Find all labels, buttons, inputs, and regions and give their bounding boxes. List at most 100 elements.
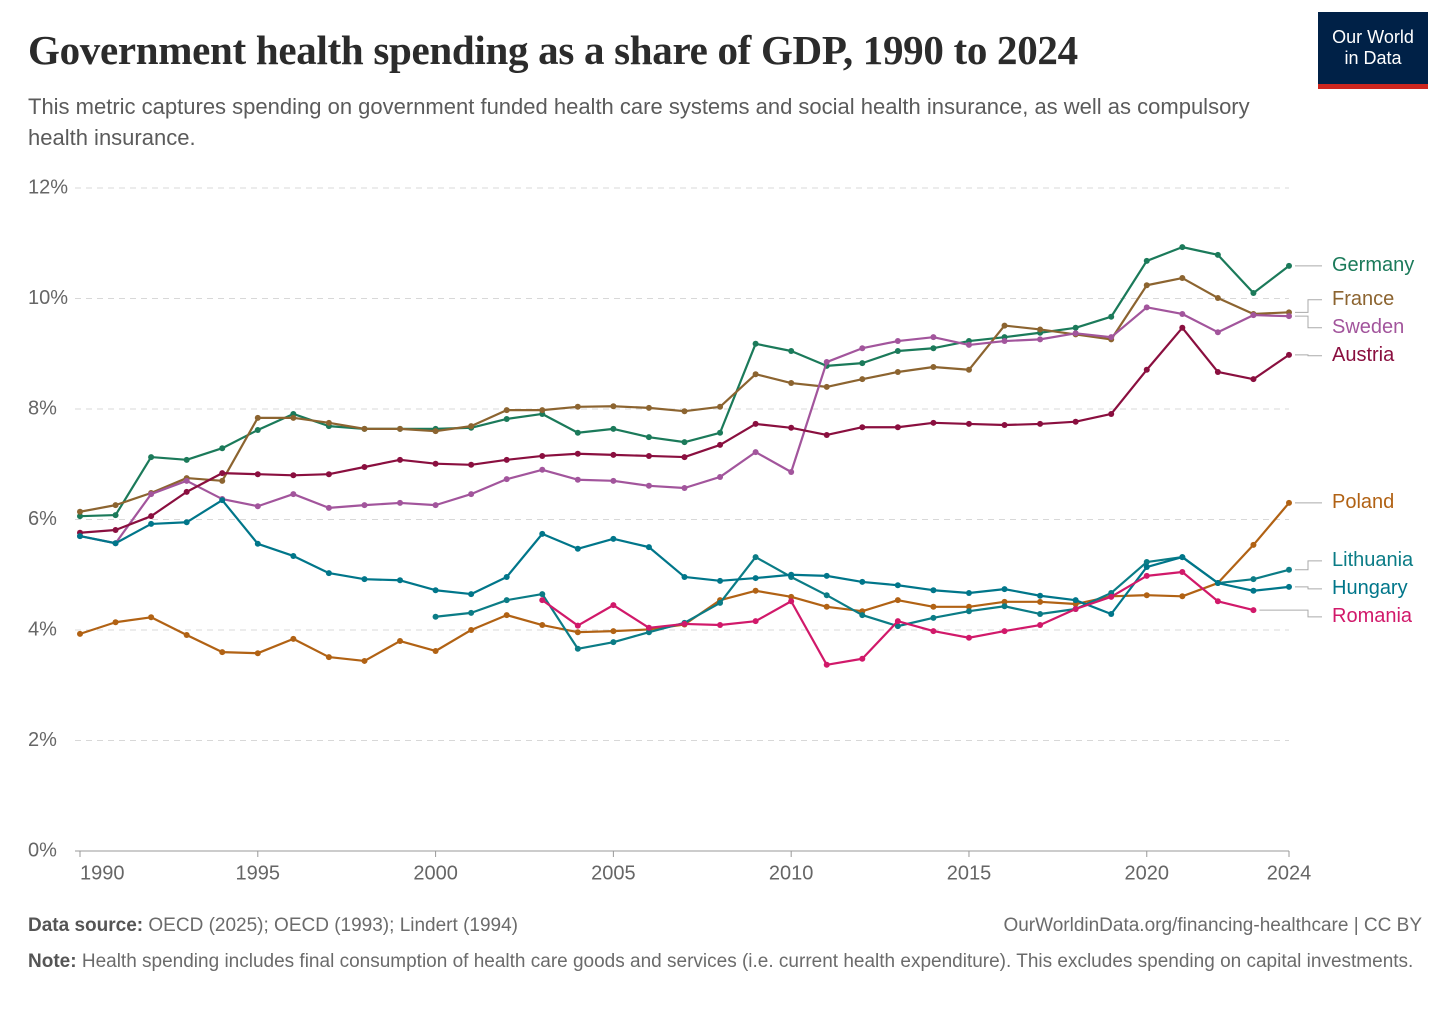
x-tick-label: 1995 — [236, 862, 281, 884]
data-point — [930, 628, 937, 635]
data-point — [823, 572, 830, 579]
label-connector — [1295, 586, 1322, 590]
data-point — [930, 345, 937, 352]
data-point — [930, 603, 937, 610]
data-point — [752, 449, 759, 456]
data-point — [752, 575, 759, 582]
data-point — [894, 368, 901, 375]
data-point — [930, 587, 937, 594]
data-point — [717, 441, 724, 448]
data-point — [610, 628, 617, 635]
data-point — [1108, 334, 1115, 341]
data-point — [112, 502, 119, 509]
data-point — [1143, 564, 1150, 571]
data-point — [788, 424, 795, 431]
logo[interactable]: Our World in Data — [1318, 12, 1428, 89]
site-link[interactable]: OurWorldinData.org/financing-healthcare … — [1003, 915, 1422, 936]
data-point — [574, 545, 581, 552]
data-point — [717, 622, 724, 629]
data-point — [325, 419, 332, 426]
data-point — [503, 597, 510, 604]
data-point — [574, 450, 581, 457]
data-point — [77, 533, 83, 540]
data-point — [1214, 329, 1221, 336]
data-point — [823, 431, 830, 438]
data-point — [1037, 610, 1044, 617]
data-point — [1001, 338, 1008, 345]
data-point — [112, 619, 119, 626]
data-point — [1286, 262, 1292, 269]
source-text: OECD (2025); OECD (1993); Lindert (1994) — [148, 915, 518, 936]
data-point — [1037, 420, 1044, 427]
data-point — [788, 380, 795, 387]
data-point — [823, 383, 830, 390]
data-point — [1143, 257, 1150, 264]
data-point — [1250, 576, 1257, 583]
logo-text[interactable]: Our World in Data — [1332, 27, 1414, 68]
data-point — [1179, 593, 1186, 600]
data-point — [1108, 593, 1115, 600]
data-point — [432, 502, 439, 509]
data-point — [574, 403, 581, 410]
data-point — [1001, 586, 1008, 593]
x-tick-label: 1990 — [80, 862, 125, 884]
data-point — [965, 634, 972, 641]
data-point — [752, 618, 759, 625]
data-point — [503, 476, 510, 483]
data-point — [610, 425, 617, 432]
data-point — [965, 366, 972, 373]
series-line — [79, 276, 1290, 513]
data-point — [77, 508, 83, 515]
data-point — [574, 429, 581, 436]
label-connector — [1295, 299, 1322, 313]
data-point — [290, 552, 297, 559]
data-point — [752, 420, 759, 427]
data-point — [788, 593, 795, 600]
data-point — [1143, 572, 1150, 579]
y-tick-label: 12% — [28, 176, 68, 198]
series-label: Austria — [1332, 344, 1395, 366]
data-point — [965, 341, 972, 348]
data-point — [254, 503, 261, 510]
data-point — [859, 612, 866, 619]
data-point — [574, 629, 581, 636]
label-connector — [1295, 560, 1322, 571]
source: Data source: OECD (2025); OECD (1993); L… — [28, 913, 518, 939]
data-point — [752, 554, 759, 561]
data-point — [859, 578, 866, 585]
data-point — [77, 630, 83, 637]
series-label: Lithuania — [1332, 549, 1414, 571]
data-point — [325, 570, 332, 577]
data-point — [610, 602, 617, 609]
data-point — [539, 622, 546, 629]
data-point — [539, 466, 546, 473]
data-point — [148, 454, 155, 461]
data-point — [539, 407, 546, 414]
data-point — [1037, 336, 1044, 343]
x-tick-label: 2005 — [591, 862, 636, 884]
data-point — [1179, 275, 1186, 282]
data-point — [112, 512, 119, 519]
data-point — [1179, 310, 1186, 317]
data-point — [432, 587, 439, 594]
data-point — [1108, 410, 1115, 417]
data-point — [1037, 326, 1044, 333]
data-point — [219, 477, 226, 484]
data-point — [1179, 568, 1186, 575]
data-point — [965, 608, 972, 615]
data-point — [183, 631, 190, 638]
data-point — [290, 414, 297, 421]
data-point — [1072, 324, 1079, 331]
data-point — [432, 613, 439, 620]
series-line — [79, 326, 1290, 534]
data-point — [1250, 607, 1257, 614]
series-line — [79, 306, 1290, 545]
data-point — [1143, 559, 1150, 566]
data-point — [717, 473, 724, 480]
data-point — [1001, 598, 1008, 605]
data-point — [361, 425, 368, 432]
data-point — [219, 470, 226, 477]
y-tick-label: 4% — [28, 618, 57, 640]
data-point — [219, 445, 226, 452]
data-point — [1037, 592, 1044, 599]
